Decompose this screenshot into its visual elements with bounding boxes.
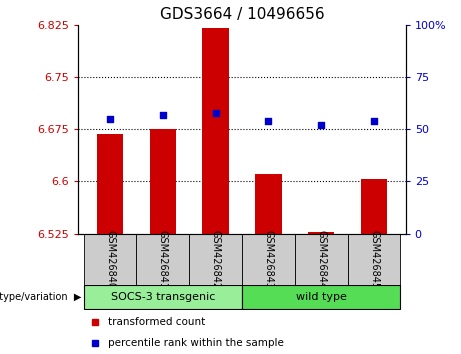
Text: transformed count: transformed count [108, 317, 205, 327]
Point [212, 110, 219, 115]
Text: wild type: wild type [296, 292, 347, 302]
Bar [308, 232, 334, 234]
Text: GSM426843: GSM426843 [263, 230, 273, 289]
Bar [295, 234, 348, 285]
Point [265, 118, 272, 124]
Bar [202, 28, 229, 234]
Point [318, 122, 325, 128]
Bar [255, 175, 282, 234]
Bar [83, 285, 242, 309]
Bar [348, 234, 401, 285]
Bar [242, 234, 295, 285]
Bar [136, 234, 189, 285]
Text: GSM426840: GSM426840 [105, 230, 115, 289]
Point [370, 118, 378, 124]
Text: GSM426841: GSM426841 [158, 230, 168, 289]
Text: genotype/variation  ▶: genotype/variation ▶ [0, 292, 81, 302]
Point [159, 112, 166, 118]
Title: GDS3664 / 10496656: GDS3664 / 10496656 [160, 7, 325, 22]
Bar [83, 234, 136, 285]
Bar [189, 234, 242, 285]
Text: GSM426842: GSM426842 [211, 230, 221, 289]
Point [106, 116, 114, 122]
Text: SOCS-3 transgenic: SOCS-3 transgenic [111, 292, 215, 302]
Bar [361, 179, 387, 234]
Bar [242, 285, 401, 309]
Text: GSM426845: GSM426845 [369, 230, 379, 289]
Text: GSM426844: GSM426844 [316, 230, 326, 289]
Bar [97, 134, 123, 234]
Text: percentile rank within the sample: percentile rank within the sample [108, 338, 284, 348]
Bar [150, 129, 176, 234]
